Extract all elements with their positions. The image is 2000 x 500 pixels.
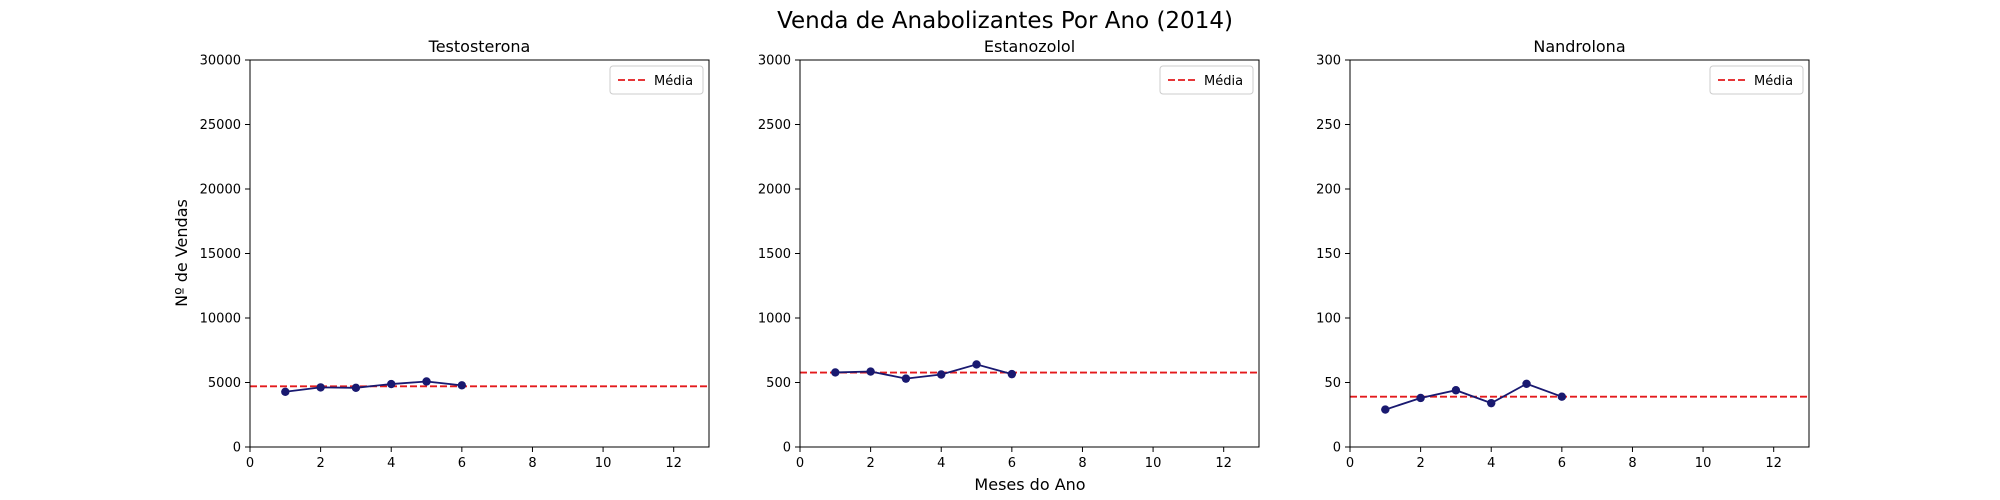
x-tick-label: 4	[387, 456, 395, 471]
data-point	[281, 387, 290, 396]
series-line	[1385, 382, 1563, 411]
chart-panel-3: Nandrolona 0 2 4 6 8 10 12 0 50 100 150 200 250 300 Méd…	[1316, 37, 1810, 471]
x-tick-label: 0	[1346, 456, 1354, 471]
x-tick-label: 0	[246, 456, 254, 471]
figure-ylabel: Nº de Vendas	[172, 199, 191, 307]
panel-title: Testosterona	[428, 37, 531, 56]
y-tick-label: 20000	[200, 183, 241, 198]
data-point	[1007, 369, 1017, 379]
series-line	[285, 380, 462, 393]
x-tick-label: 6	[1008, 456, 1016, 471]
y-tick-label: 250	[1316, 118, 1341, 133]
x-tick-label: 4	[1487, 456, 1495, 471]
chart-panel-2: Estanozolol 0 2 4 6 8 10 12 0 500 1000 1500 2000 2500…	[758, 37, 1260, 471]
x-tick-label: 12	[665, 456, 682, 471]
data-point	[831, 368, 840, 377]
y-tick-label: 15000	[200, 247, 241, 262]
x-tick-label: 8	[528, 456, 536, 471]
x-tick-label: 2	[1416, 456, 1424, 471]
legend-box	[609, 65, 704, 95]
data-point	[351, 383, 361, 392]
y-tick-label: 2000	[758, 183, 791, 198]
panel-title: Estanozolol	[984, 37, 1075, 56]
y-tick-label: 25000	[200, 118, 241, 133]
series-line	[835, 363, 1013, 380]
legend-box	[1159, 65, 1254, 95]
legend-label: Média	[654, 74, 693, 89]
data-point	[1451, 386, 1461, 395]
x-tick-label: 4	[937, 456, 945, 471]
x-tick-label: 8	[1628, 456, 1636, 471]
chart-panel-1: Testosterona 0 2 4 6 8 10 12 0 5000 10000 15000 2000…	[200, 37, 710, 471]
data-point	[1487, 398, 1496, 408]
x-tick-label: 10	[1145, 456, 1162, 471]
x-tick-label: 6	[1558, 456, 1566, 471]
y-tick-label: 100	[1316, 312, 1341, 327]
y-tick-label: 300	[1316, 54, 1341, 69]
data-point	[1522, 379, 1531, 388]
legend-label: Média	[1754, 74, 1793, 89]
legend-label: Média	[1204, 74, 1243, 89]
y-tick-label: 2500	[758, 118, 791, 133]
data-point	[316, 383, 325, 392]
plot-frame	[799, 59, 1260, 448]
y-tick-label: 200	[1316, 183, 1341, 198]
y-tick-label: 5000	[208, 376, 241, 391]
y-tick-label: 0	[783, 441, 791, 456]
x-tick-label: 2	[316, 456, 324, 471]
x-tick-label: 10	[1695, 456, 1712, 471]
data-point	[422, 377, 431, 386]
y-tick-label: 0	[1333, 441, 1341, 456]
data-point	[1557, 392, 1567, 401]
data-point	[972, 360, 981, 369]
plot-frame	[249, 59, 710, 448]
x-tick-label: 2	[866, 456, 874, 471]
legend: Média	[1159, 65, 1254, 95]
legend-box	[1709, 65, 1804, 95]
y-tick-label: 50	[1324, 376, 1341, 391]
y-tick-label: 150	[1316, 247, 1341, 262]
y-tick-label: 10000	[200, 312, 241, 327]
legend: Média	[1709, 65, 1804, 95]
x-tick-label: 12	[1215, 456, 1232, 471]
data-point	[1416, 393, 1425, 403]
x-tick-label: 12	[1765, 456, 1782, 471]
legend: Média	[609, 65, 704, 95]
data-point	[901, 374, 911, 383]
figure-title: Venda de Anabolizantes Por Ano (2014)	[777, 8, 1233, 34]
x-tick-label: 6	[458, 456, 466, 471]
plot-frame	[1349, 59, 1810, 448]
x-tick-label: 0	[796, 456, 804, 471]
data-point	[387, 379, 396, 389]
y-tick-label: 0	[233, 441, 241, 456]
y-tick-label: 3000	[758, 54, 791, 69]
y-tick-label: 500	[766, 376, 791, 391]
figure-xlabel: Meses do Ano	[974, 475, 1085, 494]
panel-title: Nandrolona	[1533, 37, 1625, 56]
x-tick-label: 10	[595, 456, 612, 471]
data-point	[457, 381, 467, 390]
data-point	[866, 367, 875, 376]
y-tick-label: 1000	[758, 312, 791, 327]
y-tick-label: 1500	[758, 247, 791, 262]
x-tick-label: 8	[1078, 456, 1086, 471]
data-point	[937, 370, 946, 379]
data-point	[1381, 405, 1390, 414]
y-tick-label: 30000	[200, 54, 241, 69]
